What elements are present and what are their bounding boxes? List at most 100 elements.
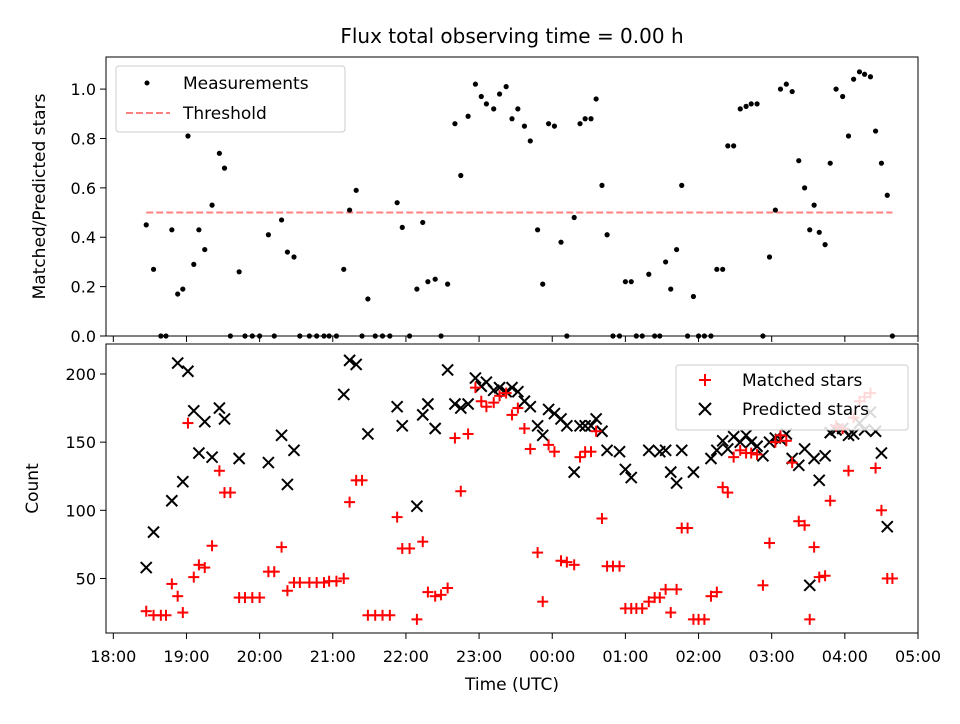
predicted-star-point: [349, 358, 363, 371]
predicted-star-point: [205, 450, 219, 464]
predicted-star-point: [818, 449, 832, 462]
matched-star-point: [177, 607, 189, 619]
matched-star-point: [682, 522, 694, 534]
predicted-star-point: [567, 465, 581, 479]
matched-star-point: [224, 487, 236, 499]
matched-star-point: [574, 451, 586, 463]
matched-star-point: [188, 571, 200, 583]
matched-star-point: [763, 537, 775, 549]
predicted-star-point: [721, 442, 735, 456]
measurement-point: [725, 143, 731, 149]
measurement-point: [478, 93, 484, 100]
predicted-star-point: [716, 434, 729, 447]
xtick-label: 18:00: [90, 647, 136, 666]
ratio-y-ticks: 0.0 0.2 0.4 0.6 0.8 1.0: [71, 80, 106, 346]
count-y-ticks: 50 100 150 200: [65, 365, 106, 588]
predicted-star-point: [181, 365, 195, 378]
predicted-star-point: [176, 475, 190, 488]
matched-star-point: [429, 590, 441, 602]
matched-star-point: [537, 596, 549, 608]
matched-star-point: [276, 541, 288, 553]
measurement-point: [731, 143, 737, 149]
matched-star-point: [213, 465, 225, 477]
measurement-point: [551, 123, 558, 129]
matched-star-point: [422, 586, 434, 598]
ratio-ytick-label: 0.6: [71, 179, 96, 198]
predicted-star-point: [560, 419, 574, 432]
count-y-axis-label: Count: [23, 463, 43, 514]
matched-star-point: [614, 560, 626, 572]
predicted-star-point: [589, 412, 603, 426]
matched-star-point: [568, 559, 580, 571]
predicted-star-point: [461, 397, 475, 411]
matched-star-point: [875, 504, 887, 516]
matched-star-point: [548, 446, 560, 458]
predicted-star-point: [595, 425, 609, 438]
matched-star-point: [338, 572, 350, 584]
matched-star-point: [532, 547, 544, 559]
matched-star-point: [585, 446, 597, 458]
measurement-point: [816, 229, 822, 235]
measurement-point: [827, 160, 833, 166]
xtick-label: 20:00: [237, 647, 283, 666]
measurement-point: [169, 227, 175, 233]
matched-star-point: [596, 512, 608, 524]
measurement-point: [180, 286, 186, 292]
predicted-star-point: [171, 356, 184, 370]
matched-star-point: [512, 402, 524, 414]
matched-star-point: [318, 577, 330, 589]
measurement-point: [236, 269, 242, 275]
matched-star-point: [356, 474, 368, 486]
predicted-star-point: [803, 579, 816, 592]
measurement-point: [789, 88, 795, 95]
matched-star-point: [793, 515, 805, 527]
ratio-legend: Measurements Threshold: [115, 65, 346, 133]
xtick-label: 23:00: [456, 647, 502, 666]
ratio-panel: Flux total observing time = 0.00 h 0.00.…: [30, 24, 919, 346]
matched-star-point: [808, 541, 820, 553]
matched-star-point: [590, 425, 602, 437]
xtick-label: 03:00: [749, 647, 795, 666]
predicted-star-point: [670, 476, 683, 490]
matched-star-point: [660, 583, 672, 595]
legend-label-matched: Matched stars: [742, 371, 862, 391]
measurement-point: [535, 227, 541, 233]
measurement-point: [714, 266, 720, 272]
measurement-point: [545, 121, 552, 127]
predicted-star-point: [511, 385, 525, 398]
matched-star-point: [435, 589, 447, 601]
matched-star-point: [462, 428, 474, 440]
measurement-point: [202, 246, 208, 253]
legend-label-predicted: Predicted stars: [742, 400, 869, 420]
matched-star-point: [774, 429, 786, 441]
matched-star-point: [494, 390, 506, 402]
matched-star-point: [417, 536, 429, 548]
measurement-point: [663, 259, 669, 265]
measurement-point: [582, 116, 588, 122]
ratio-legend-box: [115, 65, 346, 133]
predicted-star-point: [192, 446, 206, 460]
xtick-label: 05:00: [895, 647, 941, 666]
measurement-point: [150, 266, 157, 272]
measurement-point: [577, 121, 583, 127]
measurement-points: [143, 69, 895, 339]
predicted-star-point: [600, 444, 614, 457]
measurement-point: [483, 101, 489, 107]
measurement-point: [291, 254, 297, 260]
measurement-point: [690, 293, 697, 300]
measurement-point: [872, 128, 879, 134]
predicted-star-point: [798, 442, 811, 456]
measurement-point: [558, 239, 564, 245]
legend-label-measurements: Measurements: [183, 74, 309, 94]
measurement-point: [425, 279, 431, 285]
matched-star-point: [449, 432, 461, 444]
matched-star-point: [384, 609, 396, 621]
matched-star-point: [786, 457, 798, 469]
matched-star-point: [705, 590, 717, 602]
measurement-point: [209, 202, 215, 208]
legend-marker-predicted: [698, 402, 712, 416]
predicted-star-point: [287, 444, 301, 457]
matched-star-point: [654, 592, 666, 604]
predicted-star-point: [704, 452, 718, 465]
measurement-point: [191, 261, 197, 267]
